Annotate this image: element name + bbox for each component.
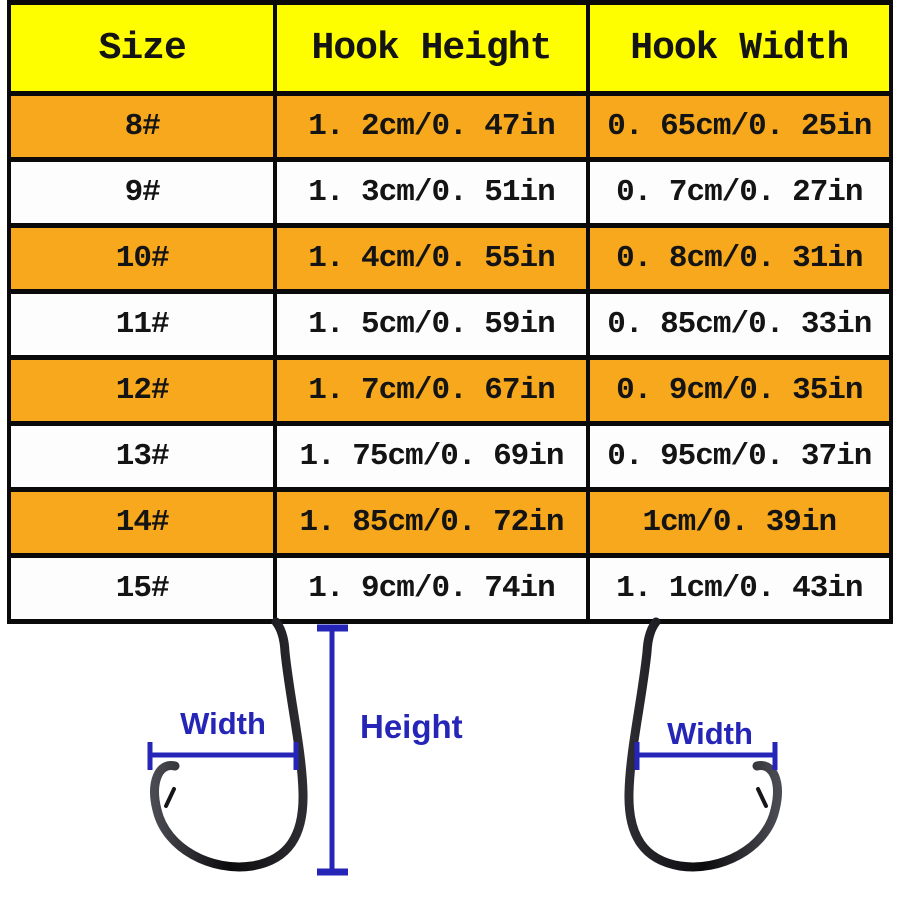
size-cell: 12# xyxy=(6,355,278,426)
column-header-hook-width: Hook Width xyxy=(585,0,894,96)
size-cell: 14# xyxy=(6,487,278,558)
size-cell: 10# xyxy=(6,223,278,294)
size-cell: 13# xyxy=(6,421,278,492)
size-cell: 15# xyxy=(6,553,278,624)
table-row: 12# 1. 7cm/0. 67in 0. 9cm/0. 35in xyxy=(6,355,894,426)
hook-width-cell: 0. 95cm/0. 37in xyxy=(585,421,894,492)
width-label-left: Width xyxy=(180,706,266,741)
table-row: 10# 1. 4cm/0. 55in 0. 8cm/0. 31in xyxy=(6,223,894,294)
table-row: 8# 1. 2cm/0. 47in 0. 65cm/0. 25in xyxy=(6,91,894,162)
hook-height-cell: 1. 9cm/0. 74in xyxy=(273,553,590,624)
hook-height-cell: 1. 75cm/0. 69in xyxy=(273,421,590,492)
table-row: 14# 1. 85cm/0. 72in 1cm/0. 39in xyxy=(6,487,894,558)
table-row: 13# 1. 75cm/0. 69in 0. 95cm/0. 37in xyxy=(6,421,894,492)
size-cell: 8# xyxy=(6,91,278,162)
hook-width-cell: 0. 65cm/0. 25in xyxy=(585,91,894,162)
column-header-hook-height: Hook Height xyxy=(273,0,590,96)
hook-height-cell: 1. 2cm/0. 47in xyxy=(273,91,590,162)
table-row: 11# 1. 5cm/0. 59in 0. 85cm/0. 33in xyxy=(6,289,894,360)
height-measure-line xyxy=(317,624,348,876)
hook-height-cell: 1. 5cm/0. 59in xyxy=(273,289,590,360)
hook-height-cell: 1. 3cm/0. 51in xyxy=(273,157,590,228)
size-cell: 9# xyxy=(6,157,278,228)
hook-width-cell: 0. 9cm/0. 35in xyxy=(585,355,894,426)
table-row: 9# 1. 3cm/0. 51in 0. 7cm/0. 27in xyxy=(6,157,894,228)
column-header-size: Size xyxy=(6,0,278,96)
hook-height-cell: 1. 85cm/0. 72in xyxy=(273,487,590,558)
height-label: Height xyxy=(360,708,463,745)
hook-width-cell: 1cm/0. 39in xyxy=(585,487,894,558)
hook-barb-left xyxy=(164,787,176,808)
hook-barb-right xyxy=(756,787,768,808)
hook-width-cell: 0. 7cm/0. 27in xyxy=(585,157,894,228)
hook-size-table: Size Hook Height Hook Width 8# 1. 2cm/0.… xyxy=(6,0,894,624)
hook-width-cell: 0. 8cm/0. 31in xyxy=(585,223,894,294)
hook-width-cell: 0. 85cm/0. 33in xyxy=(585,289,894,360)
width-measure-line-left xyxy=(147,742,299,770)
header-row: Size Hook Height Hook Width xyxy=(6,0,894,96)
table-row: 15# 1. 9cm/0. 74in 1. 1cm/0. 43in xyxy=(6,553,894,624)
hook-width-cell: 1. 1cm/0. 43in xyxy=(585,553,894,624)
size-cell: 11# xyxy=(6,289,278,360)
width-label-right: Width xyxy=(667,716,753,751)
fishing-hook-left-icon xyxy=(150,617,308,872)
hook-height-cell: 1. 4cm/0. 55in xyxy=(273,223,590,294)
hook-height-cell: 1. 7cm/0. 67in xyxy=(273,355,590,426)
